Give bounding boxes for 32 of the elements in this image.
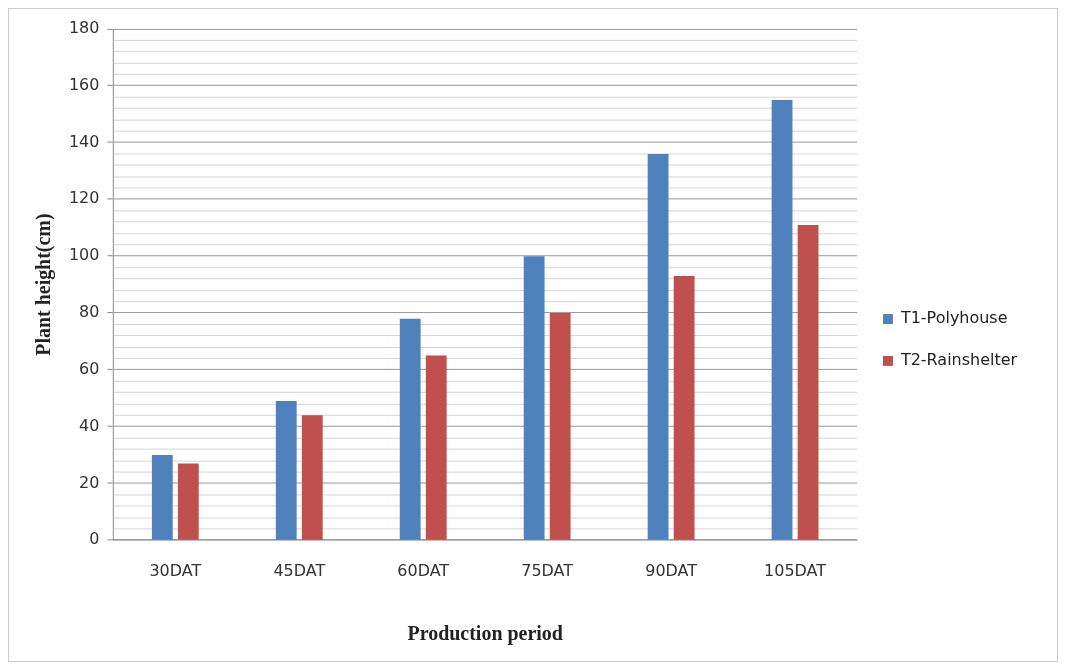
x-tick-label: 75DAT: [521, 560, 574, 580]
bar: [399, 318, 421, 540]
y-tick-label: 140: [68, 131, 100, 151]
x-tick-label: 90DAT: [645, 560, 698, 580]
bar: [275, 401, 297, 540]
y-tick-label: 20: [79, 472, 100, 492]
bar: [549, 312, 571, 540]
bar: [523, 256, 545, 540]
y-tick-label: 60: [79, 358, 100, 378]
y-tick-label: 100: [68, 245, 100, 265]
x-tick-label: 105DAT: [764, 560, 827, 580]
bar: [301, 415, 323, 540]
bar: [647, 153, 669, 540]
y-tick-label: 40: [79, 415, 100, 435]
y-tick-label: 80: [79, 302, 100, 322]
legend-label: T1-Polyhouse: [899, 308, 1008, 328]
bar: [425, 355, 447, 540]
y-tick-label: 180: [68, 18, 100, 38]
bar: [673, 276, 695, 540]
y-axis-title: Plant height(cm): [32, 213, 56, 356]
y-tick-label: 160: [68, 74, 100, 94]
legend-label: T2-Rainshelter: [899, 350, 1018, 370]
x-axis-title: Production period: [407, 622, 563, 646]
bar: [151, 454, 173, 540]
bar: [797, 224, 819, 540]
y-tick-label: 0: [89, 529, 100, 549]
bar: [771, 99, 793, 540]
x-tick-label: 60DAT: [397, 560, 450, 580]
x-tick-label: 45DAT: [273, 560, 326, 580]
y-tick-label: 120: [68, 188, 100, 208]
x-tick-label: 30DAT: [149, 560, 202, 580]
bar: [177, 463, 199, 540]
